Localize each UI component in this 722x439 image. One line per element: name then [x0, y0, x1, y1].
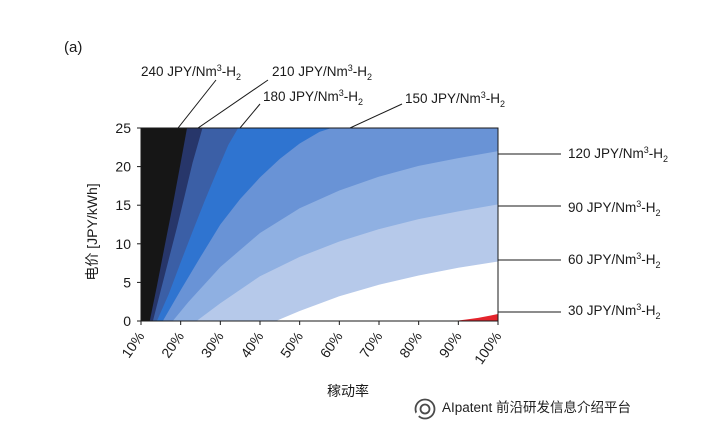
contour-label-240: 240 JPY/Nm3-H2 [141, 63, 241, 82]
contour-label-90: 90 JPY/Nm3-H2 [568, 199, 661, 218]
plot-frame [140, 127, 499, 322]
leader-line-210 [197, 79, 269, 129]
contour-label-60: 60 JPY/Nm3-H2 [568, 251, 661, 270]
contour-label-150: 150 JPY/Nm3-H2 [405, 90, 505, 109]
x-tick-label: 50% [277, 329, 306, 361]
panel-label: (a) [64, 39, 82, 56]
contour-labels: 30 JPY/Nm3-H2 60 JPY/Nm3-H2 90 JPY/Nm3-H2 1… [141, 63, 668, 321]
x-tick-label: 70% [356, 329, 385, 361]
x-tick-label: 90% [436, 329, 465, 361]
band-below-60 [275, 261, 498, 321]
x-tick-label: 30% [198, 329, 227, 361]
contour-label-210: 210 JPY/Nm3-H2 [272, 63, 372, 82]
x-axis: 10% 20% 30% 40% 50% 60% 70% 80% 90% 100% [118, 321, 504, 367]
band-below-30 [454, 314, 498, 321]
contour-bands [141, 128, 498, 321]
y-tick-label: 5 [123, 274, 131, 290]
leader-line-150 [349, 103, 403, 129]
y-tick-label: 0 [123, 313, 131, 329]
x-tick-label: 60% [317, 329, 346, 361]
x-tick-label: 80% [396, 329, 425, 361]
y-tick-label: 20 [115, 159, 131, 175]
x-tick-label: 20% [158, 329, 187, 361]
y-tick-label: 25 [115, 120, 131, 136]
x-tick-label: 10% [118, 329, 147, 361]
contour-label-180: 180 JPY/Nm3-H2 [263, 88, 363, 107]
leader-line-180 [239, 103, 261, 129]
y-tick-label: 10 [115, 236, 131, 252]
x-axis-title: 稼动率 [327, 383, 369, 399]
x-tick-label: 100% [471, 329, 505, 368]
contour-label-120: 120 JPY/Nm3-H2 [568, 145, 668, 164]
y-tick-label: 15 [115, 197, 131, 213]
leader-line-240 [177, 79, 217, 129]
watermark-text: AIpatent 前沿研发信息介绍平台 [442, 399, 631, 415]
watermark: AIpatent 前沿研发信息介绍平台 [413, 398, 631, 420]
y-axis-title: 电价 [JPY/kWh] [84, 183, 100, 280]
wechat-icon [413, 398, 436, 420]
y-axis: 0 5 10 15 20 25 [115, 120, 141, 329]
contour-label-30: 30 JPY/Nm3-H2 [568, 302, 661, 321]
contour-leader-lines [177, 79, 561, 313]
x-tick-label: 40% [237, 329, 266, 361]
